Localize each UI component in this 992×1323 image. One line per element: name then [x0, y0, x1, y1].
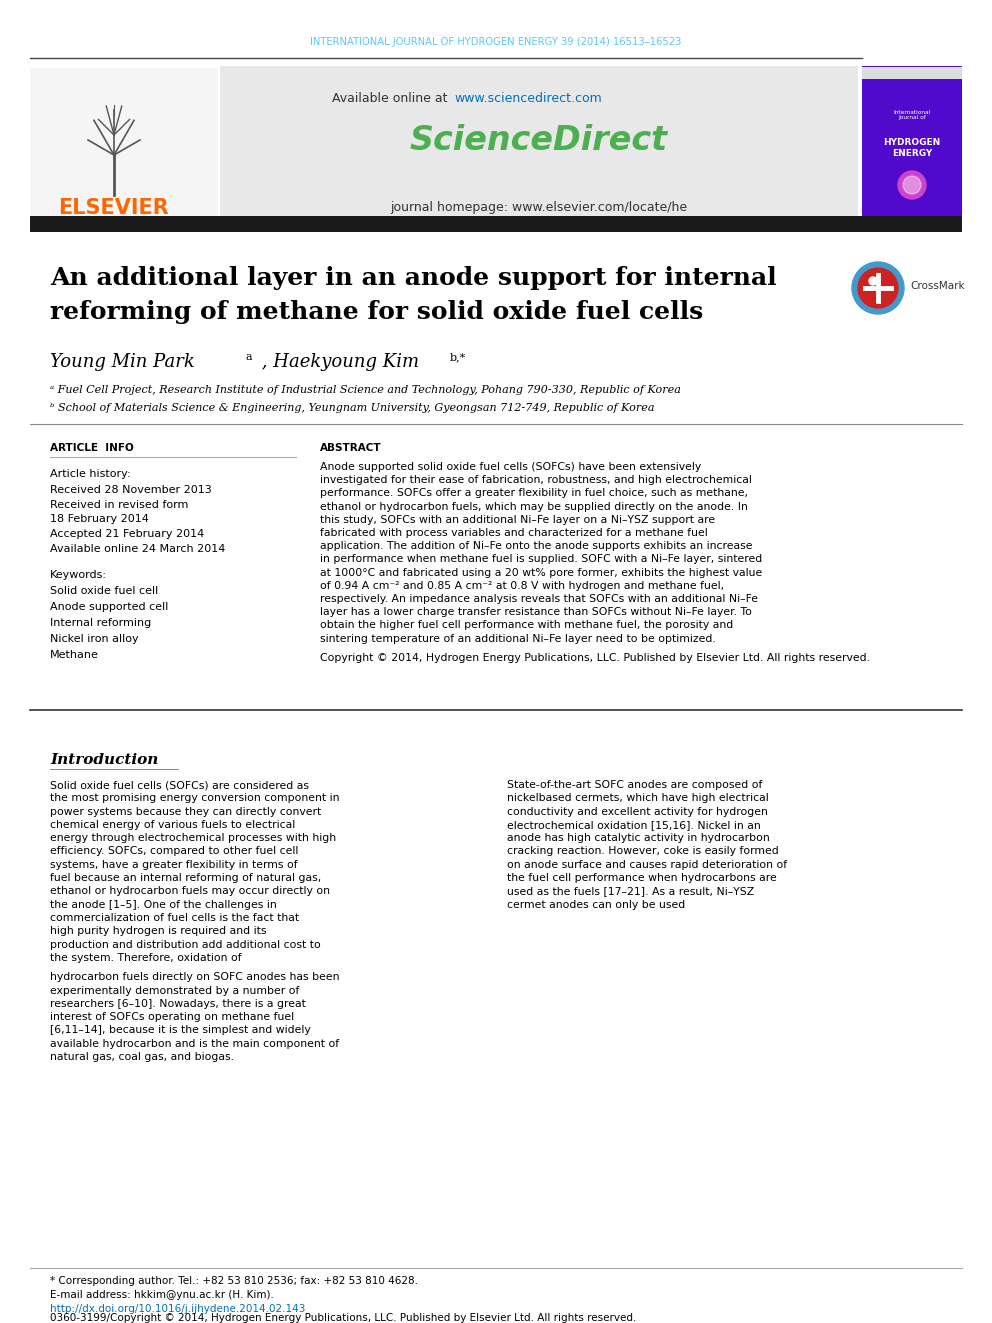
- Text: sintering temperature of an additional Ni–Fe layer need to be optimized.: sintering temperature of an additional N…: [320, 634, 716, 643]
- Text: An additional layer in an anode support for internal: An additional layer in an anode support …: [50, 266, 777, 290]
- Text: ᵇ School of Materials Science & Engineering, Yeungnam University, Gyeongsan 712-: ᵇ School of Materials Science & Engineer…: [50, 404, 655, 413]
- Text: Solid oxide fuel cell: Solid oxide fuel cell: [50, 586, 159, 595]
- Text: obtain the higher fuel cell performance with methane fuel, the porosity and: obtain the higher fuel cell performance …: [320, 620, 733, 630]
- Text: ScienceDirect: ScienceDirect: [410, 123, 668, 156]
- Text: State-of-the-art SOFC anodes are composed of: State-of-the-art SOFC anodes are compose…: [507, 781, 763, 790]
- Bar: [30, 216, 962, 232]
- Text: application. The addition of Ni–Fe onto the anode supports exhibits an increase: application. The addition of Ni–Fe onto …: [320, 541, 753, 552]
- Text: cracking reaction. However, coke is easily formed: cracking reaction. However, coke is easi…: [507, 847, 779, 856]
- Text: Young Min Park: Young Min Park: [50, 353, 194, 370]
- Text: available hydrocarbon and is the main component of: available hydrocarbon and is the main co…: [50, 1039, 339, 1049]
- Text: respectively. An impedance analysis reveals that SOFCs with an additional Ni–Fe: respectively. An impedance analysis reve…: [320, 594, 758, 605]
- Bar: [30, 720, 962, 750]
- Text: power systems because they can directly convert: power systems because they can directly …: [50, 807, 321, 816]
- Text: CrossMark: CrossMark: [910, 280, 964, 291]
- Text: chemical energy of various fuels to electrical: chemical energy of various fuels to elec…: [50, 820, 296, 830]
- Text: fabricated with process variables and characterized for a methane fuel: fabricated with process variables and ch…: [320, 528, 707, 538]
- Text: the system. Therefore, oxidation of: the system. Therefore, oxidation of: [50, 953, 242, 963]
- Text: Nickel iron alloy: Nickel iron alloy: [50, 634, 139, 644]
- Text: the anode [1–5]. One of the challenges in: the anode [1–5]. One of the challenges i…: [50, 900, 277, 910]
- Text: Received 28 November 2013: Received 28 November 2013: [50, 486, 211, 495]
- Text: on anode surface and causes rapid deterioration of: on anode surface and causes rapid deteri…: [507, 860, 787, 869]
- Circle shape: [858, 269, 898, 308]
- Text: investigated for their ease of fabrication, robustness, and high electrochemical: investigated for their ease of fabricati…: [320, 475, 752, 486]
- Text: nickelbased cermets, which have high electrical: nickelbased cermets, which have high ele…: [507, 794, 769, 803]
- Text: INTERNATIONAL JOURNAL OF HYDROGEN ENERGY 39 (2014) 16513–16523: INTERNATIONAL JOURNAL OF HYDROGEN ENERGY…: [310, 37, 682, 48]
- Text: a: a: [246, 352, 253, 363]
- Text: Methane: Methane: [50, 650, 99, 660]
- Text: production and distribution add additional cost to: production and distribution add addition…: [50, 939, 320, 950]
- Text: cermet anodes can only be used: cermet anodes can only be used: [507, 900, 685, 910]
- Text: HYDROGEN
ENERGY: HYDROGEN ENERGY: [883, 139, 940, 157]
- Text: commercialization of fuel cells is the fact that: commercialization of fuel cells is the f…: [50, 913, 300, 923]
- Text: ARTICLE  INFO: ARTICLE INFO: [50, 443, 134, 452]
- Text: anode has high catalytic activity in hydrocarbon: anode has high catalytic activity in hyd…: [507, 833, 770, 843]
- Text: Accepted 21 February 2014: Accepted 21 February 2014: [50, 529, 204, 538]
- Text: 0360-3199/Copyright © 2014, Hydrogen Energy Publications, LLC. Published by Else: 0360-3199/Copyright © 2014, Hydrogen Ene…: [50, 1312, 637, 1323]
- Text: International
Journal of: International Journal of: [894, 110, 930, 120]
- Text: ELSEVIER: ELSEVIER: [59, 198, 170, 218]
- Text: of 0.94 A cm⁻² and 0.85 A cm⁻² at 0.8 V with hydrogen and methane fuel,: of 0.94 A cm⁻² and 0.85 A cm⁻² at 0.8 V …: [320, 581, 724, 591]
- Text: journal homepage: www.elsevier.com/locate/he: journal homepage: www.elsevier.com/locat…: [391, 201, 687, 213]
- Text: E-mail address: hkkim@ynu.ac.kr (H. Kim).: E-mail address: hkkim@ynu.ac.kr (H. Kim)…: [50, 1290, 274, 1301]
- Text: the fuel cell performance when hydrocarbons are: the fuel cell performance when hydrocarb…: [507, 873, 777, 882]
- Text: ethanol or hydrocarbon fuels may occur directly on: ethanol or hydrocarbon fuels may occur d…: [50, 886, 330, 897]
- Text: Keywords:: Keywords:: [50, 570, 107, 579]
- Text: conductivity and excellent activity for hydrogen: conductivity and excellent activity for …: [507, 807, 768, 816]
- Text: [6,11–14], because it is the simplest and widely: [6,11–14], because it is the simplest an…: [50, 1025, 310, 1036]
- Text: at 1000°C and fabricated using a 20 wt% pore former, exhibits the highest value: at 1000°C and fabricated using a 20 wt% …: [320, 568, 762, 578]
- Text: Internal reforming: Internal reforming: [50, 618, 151, 628]
- Text: Article history:: Article history:: [50, 468, 131, 479]
- Circle shape: [903, 176, 921, 194]
- Text: Anode supported solid oxide fuel cells (SOFCs) have been extensively: Anode supported solid oxide fuel cells (…: [320, 462, 701, 472]
- Text: experimentally demonstrated by a number of: experimentally demonstrated by a number …: [50, 986, 300, 995]
- Circle shape: [869, 277, 877, 284]
- Text: this study, SOFCs with an additional Ni–Fe layer on a Ni–YSZ support are: this study, SOFCs with an additional Ni–…: [320, 515, 715, 525]
- Circle shape: [898, 171, 926, 198]
- Circle shape: [852, 262, 904, 314]
- Text: Introduction: Introduction: [50, 753, 159, 767]
- Text: b,*: b,*: [450, 352, 466, 363]
- Text: Available online 24 March 2014: Available online 24 March 2014: [50, 544, 225, 554]
- Text: ᵃ Fuel Cell Project, Research Institute of Industrial Science and Technology, Po: ᵃ Fuel Cell Project, Research Institute …: [50, 385, 681, 396]
- Text: 18 February 2014: 18 February 2014: [50, 515, 149, 524]
- Text: used as the fuels [17–21]. As a result, Ni–YSZ: used as the fuels [17–21]. As a result, …: [507, 886, 754, 897]
- Text: Received in revised form: Received in revised form: [50, 500, 188, 509]
- Text: natural gas, coal gas, and biogas.: natural gas, coal gas, and biogas.: [50, 1052, 234, 1062]
- Text: high purity hydrogen is required and its: high purity hydrogen is required and its: [50, 926, 267, 937]
- Text: layer has a lower charge transfer resistance than SOFCs without Ni–Fe layer. To: layer has a lower charge transfer resist…: [320, 607, 752, 618]
- Text: http://dx.doi.org/10.1016/j.ijhydene.2014.02.143: http://dx.doi.org/10.1016/j.ijhydene.201…: [50, 1304, 306, 1314]
- Text: Solid oxide fuel cells (SOFCs) are considered as: Solid oxide fuel cells (SOFCs) are consi…: [50, 781, 309, 790]
- Text: reforming of methane for solid oxide fuel cells: reforming of methane for solid oxide fue…: [50, 300, 703, 324]
- Text: hydrocarbon fuels directly on SOFC anodes has been: hydrocarbon fuels directly on SOFC anode…: [50, 972, 339, 982]
- Bar: [862, 66, 962, 218]
- Bar: [862, 66, 962, 218]
- Text: ABSTRACT: ABSTRACT: [320, 443, 382, 452]
- Text: Anode supported cell: Anode supported cell: [50, 602, 169, 613]
- Text: fuel because an internal reforming of natural gas,: fuel because an internal reforming of na…: [50, 873, 321, 882]
- Text: the most promising energy conversion component in: the most promising energy conversion com…: [50, 794, 339, 803]
- Text: energy through electrochemical processes with high: energy through electrochemical processes…: [50, 833, 336, 843]
- Text: electrochemical oxidation [15,16]. Nickel in an: electrochemical oxidation [15,16]. Nicke…: [507, 820, 761, 830]
- Text: * Corresponding author. Tel.: +82 53 810 2536; fax: +82 53 810 4628.: * Corresponding author. Tel.: +82 53 810…: [50, 1275, 418, 1286]
- Text: researchers [6–10]. Nowadays, there is a great: researchers [6–10]. Nowadays, there is a…: [50, 999, 306, 1009]
- Text: , Haekyoung Kim: , Haekyoung Kim: [256, 353, 420, 370]
- Text: Copyright © 2014, Hydrogen Energy Publications, LLC. Published by Elsevier Ltd. : Copyright © 2014, Hydrogen Energy Public…: [320, 652, 870, 663]
- Text: Available online at: Available online at: [332, 91, 452, 105]
- Text: systems, have a greater flexibility in terms of: systems, have a greater flexibility in t…: [50, 860, 298, 869]
- Bar: [220, 66, 858, 218]
- Text: in performance when methane fuel is supplied. SOFC with a Ni–Fe layer, sintered: in performance when methane fuel is supp…: [320, 554, 762, 565]
- Text: interest of SOFCs operating on methane fuel: interest of SOFCs operating on methane f…: [50, 1012, 294, 1023]
- Bar: [862, 67, 962, 79]
- Text: ethanol or hydrocarbon fuels, which may be supplied directly on the anode. In: ethanol or hydrocarbon fuels, which may …: [320, 501, 748, 512]
- Text: efficiency. SOFCs, compared to other fuel cell: efficiency. SOFCs, compared to other fue…: [50, 847, 299, 856]
- Bar: [30, 67, 218, 218]
- Text: performance. SOFCs offer a greater flexibility in fuel choice, such as methane,: performance. SOFCs offer a greater flexi…: [320, 488, 748, 499]
- Text: www.sciencedirect.com: www.sciencedirect.com: [454, 91, 602, 105]
